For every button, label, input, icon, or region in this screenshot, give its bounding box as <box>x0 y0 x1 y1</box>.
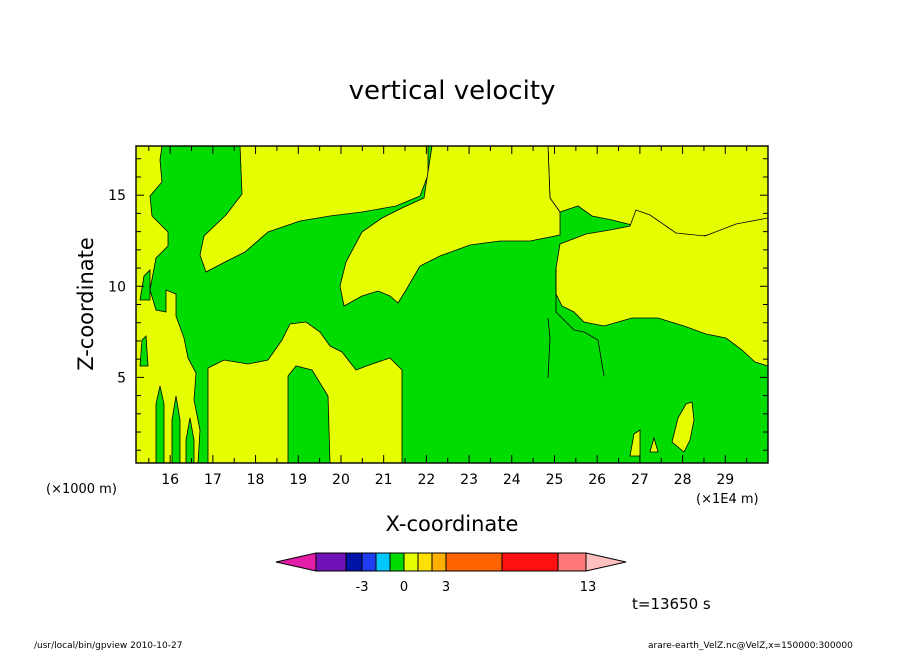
x-tick-label: 21 <box>375 472 393 488</box>
x-tick-marks <box>148 146 769 463</box>
colorbar-cell <box>445 552 503 572</box>
y-tick-label: 15 <box>108 188 126 204</box>
colorbar-cell <box>361 552 377 572</box>
colorbar-arrow-left <box>275 552 317 572</box>
y-tick-label: 10 <box>108 279 126 295</box>
x-tick-label: 16 <box>161 472 179 488</box>
colorbar-tick-label: 13 <box>580 580 597 595</box>
colorbar-arrow-right <box>585 552 627 572</box>
colorbar-cell <box>417 552 433 572</box>
x-tick-label: 29 <box>716 472 734 488</box>
x-tick-label: 24 <box>503 472 521 488</box>
y-axis-label: Z-coordinate <box>74 237 98 371</box>
x-tick-label: 25 <box>546 472 564 488</box>
colorbar-cell <box>557 552 587 572</box>
colorbar-cell <box>389 552 405 572</box>
y-tick-label: 5 <box>117 370 126 386</box>
colorbar-cell <box>315 552 347 572</box>
contour-line-mid <box>547 317 551 379</box>
negative-islands <box>139 269 195 463</box>
chart-title: vertical velocity <box>348 76 556 106</box>
footer-right: arare-earth_VelZ.nc@VelZ,x=150000:300000 <box>648 641 853 651</box>
x-tick-label: 27 <box>631 472 649 488</box>
x-tick-label: 17 <box>204 472 222 488</box>
positive-island-2 <box>629 429 641 457</box>
colorbar-cell <box>501 552 559 572</box>
negative-island-left-3 <box>171 395 181 463</box>
positive-region-center <box>339 146 561 307</box>
x-tick-label: 26 <box>588 472 606 488</box>
x-tick-labels: 16 17 18 19 20 21 22 23 24 25 26 27 28 29 <box>161 472 734 488</box>
negative-island-left-4 <box>185 417 195 463</box>
contour-field <box>136 146 768 463</box>
colorbar-tick-label: 0 <box>400 580 408 595</box>
y-tick-labels: 5 10 15 <box>108 188 126 386</box>
footer-left: /usr/local/bin/gpview 2010-10-27 <box>34 641 183 651</box>
time-label: t=13650 s <box>632 595 711 613</box>
contour-line-right <box>555 268 605 377</box>
positive-region-lower-left <box>207 321 403 463</box>
colorbar-cell <box>375 552 391 572</box>
x-tick-label: 20 <box>332 472 350 488</box>
negative-island-left-2 <box>155 385 165 463</box>
colorbar-cell <box>403 552 419 572</box>
colorbar-tick-label: -3 <box>356 580 369 595</box>
colorbar-cell <box>345 552 363 572</box>
x-axis-label: X-coordinate <box>385 512 519 536</box>
positive-region-left <box>136 146 201 463</box>
positive-regions <box>136 146 768 463</box>
colorbar-tick-label: 3 <box>442 580 450 595</box>
x-tick-label: 18 <box>247 472 265 488</box>
x-scale-label: (×1000 m) <box>46 482 117 497</box>
y-tick-marks <box>136 158 768 451</box>
colorbar: -3 0 3 13 <box>275 552 627 595</box>
negative-island-left-5 <box>139 269 151 301</box>
positive-island-3 <box>649 436 659 453</box>
positive-region-upper <box>199 146 429 273</box>
x-tick-label: 28 <box>674 472 692 488</box>
negative-island-left-1 <box>139 335 149 367</box>
colorbar-cell <box>431 552 447 572</box>
positive-island-1 <box>671 401 695 453</box>
x-tick-label: 19 <box>289 472 307 488</box>
x-tick-label: 22 <box>417 472 435 488</box>
x-unit-label: (×1E4 m) <box>696 492 759 507</box>
x-tick-label: 23 <box>460 472 478 488</box>
positive-region-mid-right <box>555 209 768 367</box>
